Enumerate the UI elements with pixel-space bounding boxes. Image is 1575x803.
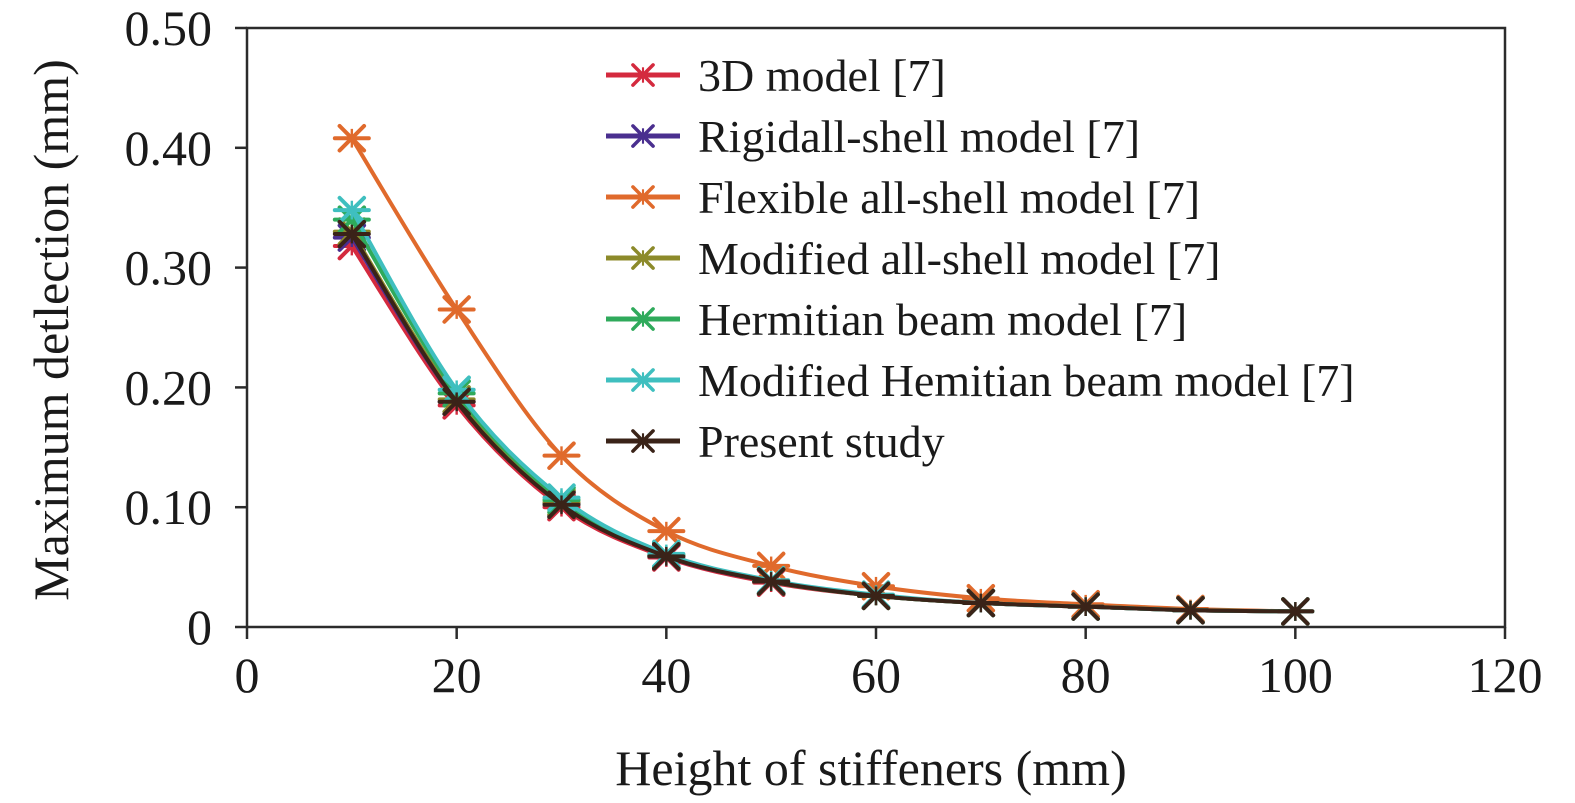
series-7 (332, 219, 1315, 626)
legend-item: Modified Hemitian beam model [7] (606, 355, 1355, 406)
legend-marker (627, 185, 659, 209)
y-tick-label: 0.40 (125, 120, 213, 176)
legend-item: Present study (606, 416, 945, 467)
x-tick-label: 80 (1061, 647, 1111, 703)
data-point (1276, 597, 1315, 626)
x-tick-label: 0 (235, 647, 260, 703)
legend-marker (627, 63, 659, 87)
legend-item: Modified all-shell model [7] (606, 233, 1221, 284)
legend-marker (627, 307, 659, 331)
data-point (647, 516, 686, 546)
legend-item: Rigidall-shell model [7] (606, 111, 1140, 162)
legend-label: Rigidall-shell model [7] (698, 111, 1140, 162)
y-tick-label: 0.50 (125, 0, 213, 56)
series-layer (332, 123, 1315, 626)
x-tick-label: 40 (641, 647, 691, 703)
data-point (437, 295, 476, 324)
y-axis-ticks: 0 0.10 0.20 0.30 0.40 0.50 (125, 0, 247, 655)
data-point (857, 581, 895, 611)
legend-label: Hermitian beam model [7] (698, 294, 1187, 345)
data-point (1066, 592, 1105, 621)
x-tick-label: 60 (851, 647, 901, 703)
legend: 3D model [7] Rigidall-shell model [7] Flex… (606, 50, 1355, 467)
legend-label: Modified all-shell model [7] (698, 233, 1221, 284)
data-point (961, 588, 1000, 618)
x-tick-label: 100 (1258, 647, 1333, 703)
legend-label: Flexible all-shell model [7] (698, 172, 1200, 223)
y-tick-label: 0 (187, 599, 212, 655)
data-point (437, 387, 476, 417)
legend-item: Hermitian beam model [7] (606, 294, 1187, 345)
legend-marker (627, 124, 659, 148)
data-point (752, 567, 791, 596)
data-point (542, 441, 581, 470)
legend-marker (627, 246, 659, 270)
y-tick-label: 0.20 (125, 359, 213, 415)
data-point (542, 490, 581, 520)
x-axis-ticks: 0 20 40 60 80 100 120 (235, 627, 1543, 703)
legend-item: Flexible all-shell model [7] (606, 172, 1200, 223)
legend-label: Present study (698, 416, 945, 467)
series-line (350, 232, 1296, 614)
legend-label: Modified Hemitian beam model [7] (698, 355, 1355, 406)
legend-marker (627, 429, 659, 453)
y-tick-label: 0.30 (125, 240, 213, 296)
data-point (1171, 595, 1210, 625)
x-axis-title: Height of stiffeners (mm) (615, 740, 1126, 796)
data-point (332, 195, 371, 225)
y-tick-label: 0.10 (125, 479, 213, 535)
x-tick-label: 20 (432, 647, 482, 703)
legend-item: 3D model [7] (606, 50, 946, 101)
data-point (332, 219, 371, 249)
data-point (647, 542, 686, 571)
y-axis-title: Maximum detlection (mm) (23, 59, 79, 601)
legend-label: 3D model [7] (698, 50, 946, 101)
data-point (332, 123, 371, 153)
x-tick-label: 120 (1468, 647, 1543, 703)
legend-marker (627, 368, 659, 392)
